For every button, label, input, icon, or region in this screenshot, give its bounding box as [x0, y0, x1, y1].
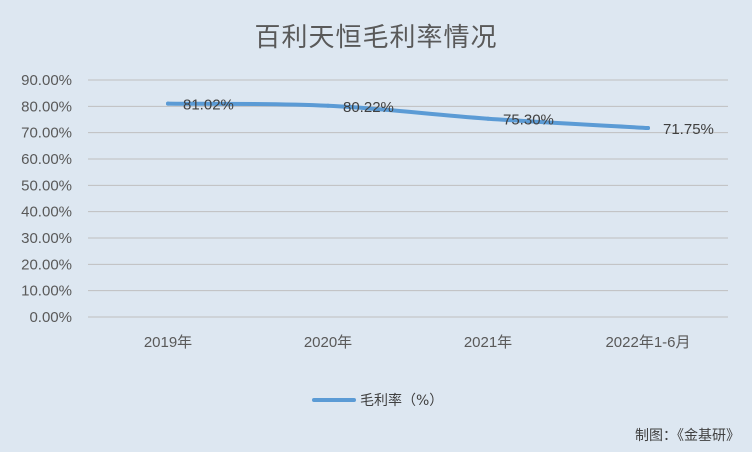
- y-tick-label: 30.00%: [21, 230, 72, 247]
- y-tick-label: 70.00%: [21, 125, 72, 142]
- y-tick-label: 80.00%: [21, 98, 72, 115]
- x-tick-label: 2020年: [304, 334, 352, 351]
- series-group: [166, 101, 650, 131]
- x-axis-ticks: 2019年 2020年 2021年 2022年1-6月: [144, 334, 691, 351]
- data-point: [646, 126, 650, 131]
- data-point: [326, 103, 330, 108]
- legend-label: 毛利率（%）: [360, 392, 443, 409]
- gridlines: [88, 79, 728, 318]
- legend[interactable]: 毛利率（%）: [312, 392, 443, 409]
- credit-text: 制图：《金基研》: [635, 427, 740, 444]
- data-label: 71.75%: [663, 121, 714, 138]
- data-label: 80.22%: [343, 99, 394, 116]
- y-tick-label: 0.00%: [29, 309, 72, 326]
- x-tick-label: 2019年: [144, 334, 192, 351]
- y-tick-label: 90.00%: [21, 72, 72, 89]
- data-label: 81.02%: [183, 97, 234, 114]
- y-tick-label: 20.00%: [21, 256, 72, 273]
- y-tick-label: 60.00%: [21, 151, 72, 168]
- y-axis-ticks: 0.00% 10.00% 20.00% 30.00% 40.00% 50.00% 60.00…: [21, 72, 72, 326]
- data-label: 75.30%: [503, 112, 554, 129]
- x-tick-label: 2022年1-6月: [605, 334, 690, 351]
- x-tick-label: 2021年: [464, 334, 512, 351]
- data-point: [166, 101, 170, 106]
- data-point: [486, 116, 490, 121]
- y-tick-label: 10.00%: [21, 283, 72, 300]
- y-tick-label: 50.00%: [21, 177, 72, 194]
- series-line: [166, 101, 650, 131]
- chart-title: 百利天恒毛利率情况: [254, 23, 497, 53]
- y-tick-label: 40.00%: [21, 204, 72, 221]
- data-labels: 81.02% 80.22% 75.30% 71.75%: [183, 97, 714, 138]
